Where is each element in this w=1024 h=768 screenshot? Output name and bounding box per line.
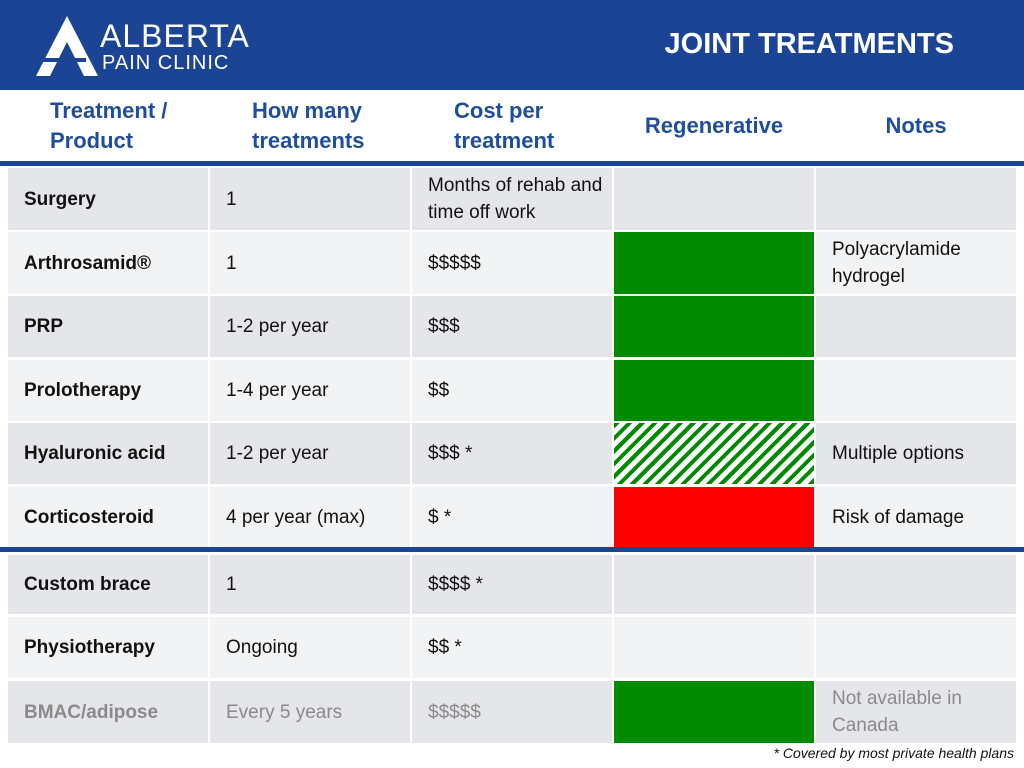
- table-cell: $$: [412, 360, 612, 421]
- table-cell: [816, 555, 1016, 614]
- header-rule: [0, 161, 1024, 166]
- table-cell: [816, 296, 1016, 357]
- table-cell: Custom brace: [8, 555, 208, 614]
- regenerative-cell: [614, 423, 814, 484]
- table-cell: Corticosteroid: [8, 487, 208, 547]
- table-cell: PRP: [8, 296, 208, 357]
- table-cell: $$$$ *: [412, 555, 612, 614]
- table-cell: Months of rehab and time off work: [412, 168, 612, 230]
- table-cell: Surgery: [8, 168, 208, 230]
- table-cell: Arthrosamid®: [8, 232, 208, 294]
- table-cell: 1-4 per year: [210, 360, 410, 421]
- page-title: JOINT TREATMENTS: [664, 28, 954, 60]
- regenerative-cell: [614, 232, 814, 294]
- table-cell: $$$$$: [412, 232, 612, 294]
- column-header: Treatment / Product: [50, 98, 168, 153]
- table-cell: 1-2 per year: [210, 296, 410, 357]
- table-cell: [816, 168, 1016, 230]
- regenerative-cell: [614, 487, 814, 547]
- table-cell: 1: [210, 555, 410, 614]
- logo-name: ALBERTA: [100, 18, 250, 54]
- table-cell: Every 5 years: [210, 681, 410, 743]
- table-cell: 1: [210, 232, 410, 294]
- table-cell: 4 per year (max): [210, 487, 410, 547]
- column-header: Notes: [885, 113, 947, 138]
- header-bar: [0, 0, 1024, 90]
- table-cell: BMAC/adipose: [8, 681, 208, 743]
- table-cell: Risk of damage: [816, 487, 1016, 547]
- table-cell: Ongoing: [210, 617, 410, 678]
- table-cell: Polyacrylamide hydrogel: [816, 232, 1016, 294]
- logo-subname: PAIN CLINIC: [102, 52, 230, 74]
- table-cell: 1-2 per year: [210, 423, 410, 484]
- column-header: How many treatments: [252, 98, 365, 153]
- table-cell: Prolotherapy: [8, 360, 208, 421]
- regenerative-cell: [614, 168, 814, 230]
- column-header: Cost per treatment: [454, 98, 555, 153]
- regenerative-cell: [614, 555, 814, 614]
- table-cell: Physiotherapy: [8, 617, 208, 678]
- footnote: * Covered by most private health plans: [773, 745, 1014, 761]
- table-cell: [816, 360, 1016, 421]
- table-cell: [816, 617, 1016, 678]
- regenerative-cell: [614, 617, 814, 678]
- table-cell: $$ *: [412, 617, 612, 678]
- table-cell: $ *: [412, 487, 612, 547]
- table-cell: $$$$$: [412, 681, 612, 743]
- table-cell: Not available in Canada: [816, 681, 1016, 743]
- table-cell: 1: [210, 168, 410, 230]
- regenerative-cell: [614, 360, 814, 421]
- column-header: Regenerative: [644, 113, 784, 138]
- table-cell: $$$: [412, 296, 612, 357]
- table-cell: Hyaluronic acid: [8, 423, 208, 484]
- table-cell: Multiple options: [816, 423, 1016, 484]
- logo-icon: [36, 16, 98, 76]
- regenerative-cell: [614, 681, 814, 743]
- table-cell: $$$ *: [412, 423, 612, 484]
- regenerative-cell: [614, 296, 814, 357]
- section-rule: [0, 547, 1024, 552]
